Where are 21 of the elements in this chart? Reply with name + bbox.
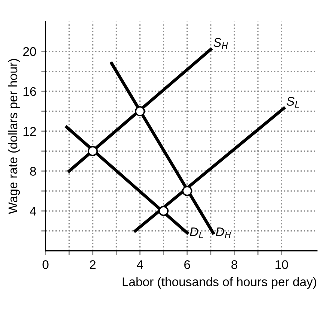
point: [135, 106, 146, 117]
series-label: S$_{L}$: [286, 97, 300, 108]
x-tick-label: 8: [232, 260, 238, 270]
x-tick-label: 4: [136, 260, 144, 270]
y-tick-label: 12: [24, 127, 36, 136]
series-label: D$_{L}$: [190, 228, 204, 238]
y-axis-title: Wage rate (dollars per hour): [8, 59, 20, 214]
y-tick-label: 20: [23, 47, 36, 56]
y-tick-label: 16: [24, 87, 36, 96]
series-label: S$_{H}$: [214, 38, 228, 50]
y-tick-label: 4: [30, 207, 36, 216]
x-tick-label: 10: [276, 260, 288, 270]
series-label: D$_{H}$: [216, 228, 232, 238]
point: [88, 146, 98, 156]
y-tick-label: 8: [30, 167, 36, 176]
x-tick-label: 2: [90, 260, 96, 270]
x-axis-title: Labor (thousands of hours per day): [122, 277, 316, 289]
point: [158, 206, 169, 216]
x-tick-label: 6: [184, 260, 190, 270]
point: [182, 186, 192, 196]
x-tick-label: 0: [42, 260, 49, 270]
